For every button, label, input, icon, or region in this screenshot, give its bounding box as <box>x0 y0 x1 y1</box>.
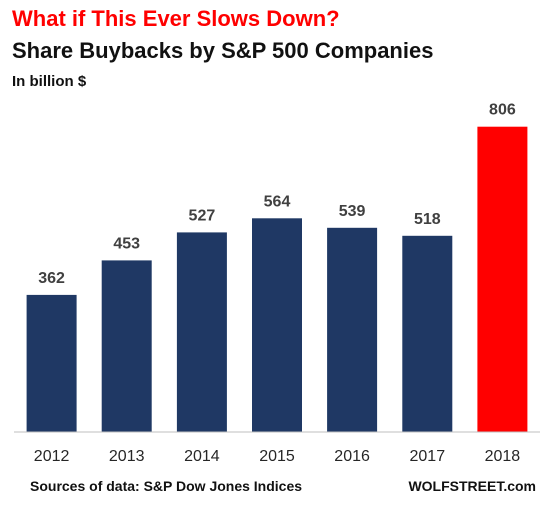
tick-label-2016: 2016 <box>334 448 370 465</box>
chart-title: What if This Ever Slows Down? <box>12 6 340 31</box>
data-label-2013: 453 <box>113 235 140 252</box>
source-note: Sources of data: S&P Dow Jones Indices <box>30 478 303 494</box>
tick-labels-group: 2012 2013 2014 2015 2016 2017 2018 <box>34 448 520 465</box>
bar-2015 <box>252 218 302 432</box>
data-label-2015: 564 <box>264 193 291 210</box>
bar-2016 <box>327 227 378 432</box>
data-label-2012: 362 <box>38 270 65 287</box>
tick-label-2013: 2013 <box>109 448 145 465</box>
data-label-2014: 527 <box>189 207 216 224</box>
bar-2012 <box>26 294 77 432</box>
chart-subtitle: Share Buybacks by S&P 500 Companies <box>12 38 434 63</box>
bar-2014 <box>176 232 227 432</box>
tick-label-2012: 2012 <box>34 448 70 465</box>
bar-2018 <box>477 126 528 432</box>
bar-2013 <box>101 260 152 432</box>
brand-label: WOLFSTREET.com <box>408 478 536 494</box>
tick-label-2015: 2015 <box>259 448 295 465</box>
tick-label-2017: 2017 <box>410 448 446 465</box>
tick-label-2018: 2018 <box>485 448 521 465</box>
data-label-2017: 518 <box>414 211 441 228</box>
tick-label-2014: 2014 <box>184 448 220 465</box>
unit-label: In billion $ <box>12 73 87 90</box>
data-label-2016: 539 <box>339 203 366 220</box>
bar-2017 <box>402 235 453 432</box>
data-label-2018: 806 <box>489 102 516 119</box>
bars-group <box>26 126 528 432</box>
data-labels-group: 362 453 527 564 539 518 806 <box>38 102 516 287</box>
